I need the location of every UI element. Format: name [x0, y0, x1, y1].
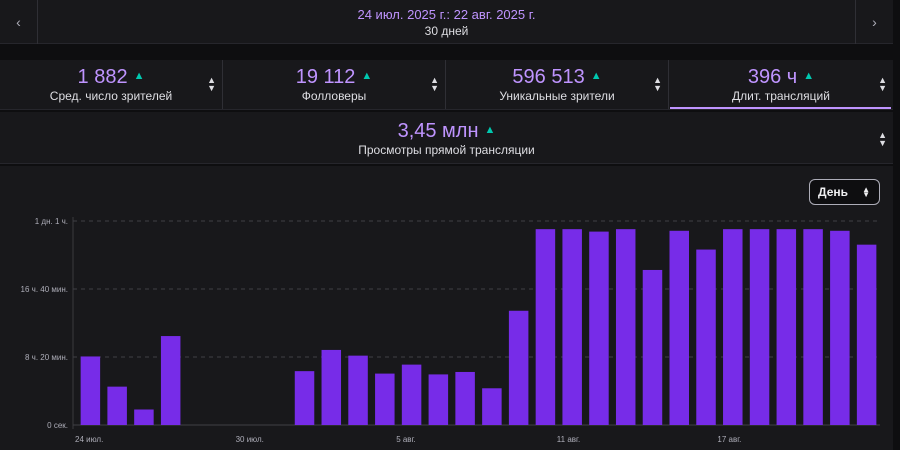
stat-value: 3,45 млн — [397, 120, 479, 142]
chevron-updown-icon: ▲ ▼ — [862, 185, 870, 199]
chart-bar — [107, 386, 127, 425]
chart-bar — [696, 249, 716, 425]
prev-period-button[interactable]: ‹ — [0, 0, 38, 44]
chart-bar — [615, 229, 636, 425]
stat-label: Сред. число зрителей — [49, 89, 173, 103]
x-tick-label: 17 авг. — [717, 435, 741, 444]
x-tick-label: 24 июл. — [75, 435, 103, 444]
period-select[interactable]: День ▲ ▼ — [809, 179, 880, 205]
chart-bar — [455, 371, 475, 425]
chart-bar — [482, 388, 502, 425]
stat-card-live-views[interactable]: 3,45 млн ▲ Просмотры прямой трансляции ▲ ▼ — [0, 112, 893, 164]
stat-label: Просмотры прямой трансляции — [358, 143, 535, 157]
x-tick-label: 11 авг. — [557, 435, 580, 444]
x-tick-label: 5 авг. — [396, 435, 416, 444]
date-range-label: 24 июл. 2025 г.: 22 авг. 2025 г. — [357, 7, 536, 22]
stat-value: 1 882 — [77, 66, 128, 88]
chart-bar — [428, 374, 449, 425]
stat-value: 596 513 — [512, 66, 585, 88]
trend-up-icon: ▲ — [361, 70, 373, 82]
stat-value: 19 112 — [295, 66, 356, 88]
next-period-button[interactable]: › — [855, 0, 893, 44]
chart-bar — [589, 231, 609, 425]
chart-bar — [535, 229, 556, 425]
chart-bar — [856, 244, 877, 425]
stat-card-avg-viewers[interactable]: 1 882 ▲ Сред. число зрителей ▲ ▼ — [0, 60, 223, 109]
chart-bar — [749, 229, 770, 425]
y-tick-label: 16 ч. 40 мин. — [21, 285, 68, 294]
sort-icon[interactable]: ▲ ▼ — [430, 75, 439, 93]
sort-icon[interactable]: ▲ ▼ — [207, 75, 216, 93]
chart-bar — [401, 364, 422, 425]
x-tick-label: 30 июл. — [236, 435, 264, 444]
chart-bar — [160, 336, 181, 425]
chart-bar — [508, 310, 529, 425]
y-tick-label: 1 дн. 1 ч. — [35, 217, 68, 226]
trend-up-icon: ▲ — [133, 70, 145, 82]
y-tick-label: 8 ч. 20 мин. — [25, 353, 68, 362]
chart-bar — [830, 230, 850, 425]
chart-bar — [776, 229, 797, 425]
stats-row: 1 882 ▲ Сред. число зрителей ▲ ▼ 19 112 ▲ Ф… — [0, 60, 893, 110]
chart-bar — [348, 355, 368, 425]
sort-icon[interactable]: ▲ ▼ — [878, 130, 887, 148]
stat-label: Длит. трансляций — [732, 89, 830, 103]
chart-bar — [80, 356, 101, 425]
stat-card-unique-viewers[interactable]: 596 513 ▲ Уникальные зрители ▲ ▼ — [446, 60, 669, 109]
sort-icon[interactable]: ▲ ▼ — [653, 75, 662, 93]
stat-card-followers[interactable]: 19 112 ▲ Фолловеры ▲ ▼ — [223, 60, 446, 109]
chevron-left-icon: ‹ — [16, 14, 21, 30]
period-select-value: День — [818, 185, 848, 199]
date-range-days: 30 дней — [424, 24, 469, 38]
chevron-right-icon: › — [872, 14, 877, 30]
stat-label: Уникальные зрители — [499, 89, 615, 103]
chart-bar — [723, 229, 743, 425]
trend-up-icon: ▲ — [590, 70, 602, 82]
trend-up-icon: ▲ — [484, 124, 496, 136]
chart-bar — [562, 229, 582, 425]
trend-up-icon: ▲ — [803, 70, 815, 82]
sort-icon[interactable]: ▲ ▼ — [878, 75, 887, 93]
chart-bar — [134, 409, 154, 425]
chart-bar — [375, 373, 395, 425]
chart-bar — [642, 269, 663, 425]
date-range-bar: ‹ 24 июл. 2025 г.: 22 авг. 2025 г. 30 дн… — [0, 0, 893, 44]
y-tick-label: 0 сек. — [47, 421, 68, 430]
chart-bar — [294, 371, 315, 425]
chart-bar — [669, 230, 689, 425]
chart-bar — [803, 229, 823, 425]
chart-bar — [321, 349, 342, 425]
stat-card-stream-duration[interactable]: 396 ч ▲ Длит. трансляций ▲ ▼ — [669, 60, 893, 109]
stat-label: Фолловеры — [301, 89, 367, 103]
stat-value: 396 ч — [747, 66, 798, 88]
